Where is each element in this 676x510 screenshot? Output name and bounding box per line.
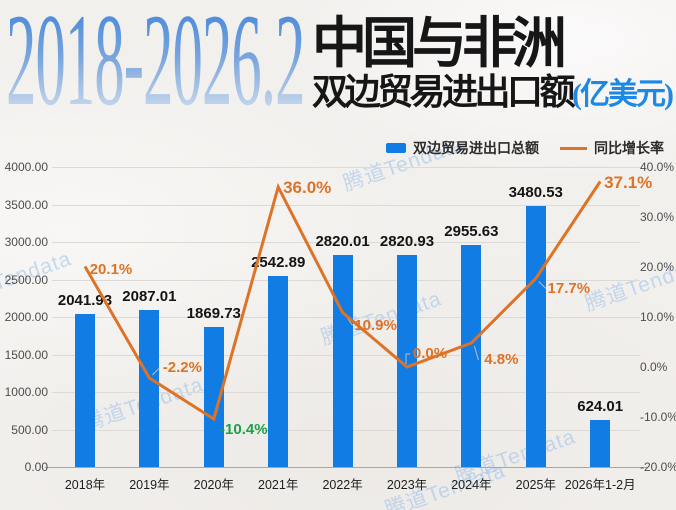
- x-axis-label: 2019年: [129, 478, 170, 492]
- bar-value-label: 2087.01: [122, 288, 177, 306]
- bar-value-label: 2955.63: [444, 223, 499, 241]
- legend-line-label: 同比增长率: [594, 140, 664, 156]
- right-axis-tick: 10.0%: [640, 310, 675, 324]
- growth-label: -2.2%: [162, 359, 202, 376]
- right-axis-tick: 20.0%: [640, 260, 675, 274]
- growth-label: 10.9%: [354, 316, 397, 334]
- growth-label: 0.0%: [412, 345, 448, 362]
- x-axis-label: 2025年: [515, 478, 556, 492]
- bar-value-label: 3480.53: [508, 183, 563, 201]
- right-axis-tick: -10.0%: [640, 410, 676, 424]
- left-axis-tick: 1500.00: [4, 347, 48, 362]
- bar-value-label: 2041.93: [57, 291, 113, 309]
- title-sub: 双边贸易进出口额(亿美元): [312, 72, 674, 113]
- growth-line: [83, 180, 602, 422]
- left-axis-tick: 2000.00: [4, 310, 48, 324]
- x-axis-label: 2024年: [451, 478, 492, 492]
- left-axis-tick: 3000.00: [4, 235, 48, 249]
- left-axis-tick: 500.00: [11, 422, 48, 437]
- legend-bar-swatch: [386, 143, 406, 153]
- x-axis-label: 2026年1-2月: [564, 478, 636, 492]
- bar-value-label: 1869.73: [186, 304, 241, 322]
- bar-value-label: 2820.93: [379, 233, 435, 251]
- bar: [461, 245, 482, 467]
- title-block: 中国与非洲 双边贸易进出口额(亿美元): [312, 13, 674, 113]
- x-axis-label: 2020年: [193, 478, 234, 492]
- bar: [203, 326, 224, 467]
- right-axis-tick: -20.0%: [640, 460, 676, 474]
- legend-bar-label: 双边贸易进出口总额: [413, 140, 539, 156]
- gridline: [52, 242, 640, 243]
- bar-value-label: 2542.89: [251, 254, 306, 272]
- left-axis-tick: 3500.00: [4, 197, 48, 212]
- bar: [139, 310, 160, 467]
- bar: [590, 420, 611, 467]
- right-axis-tick: 0.0%: [640, 360, 668, 374]
- x-axis-label: 2021年: [258, 478, 299, 492]
- title-main: 中国与非洲: [312, 13, 567, 74]
- growth-label: 17.7%: [547, 279, 591, 297]
- left-axis-tick: 2500.00: [4, 272, 48, 287]
- growth-label: 20.1%: [89, 260, 133, 278]
- bar: [332, 255, 353, 467]
- left-axis-tick: 0.00: [24, 460, 48, 474]
- left-axis-tick: 1000.00: [4, 385, 48, 399]
- x-axis-label: 2018年: [64, 478, 106, 492]
- right-axis-tick: 40.0%: [640, 160, 675, 174]
- title-year-range: 2018-2026.2: [6, 0, 305, 126]
- growth-label: 4.8%: [484, 351, 519, 368]
- x-axis-label: 2023年: [386, 478, 428, 492]
- bar: [397, 255, 417, 467]
- bar-value-label: 624.01: [577, 398, 624, 416]
- right-axis-tick: 30.0%: [640, 210, 675, 224]
- gridline: [52, 167, 640, 168]
- gridline: [52, 204, 640, 206]
- title-unit: (亿美元): [572, 78, 674, 112]
- bar-value-label: 2820.01: [315, 233, 370, 251]
- growth-label: -10.4%: [220, 421, 268, 438]
- bar: [75, 313, 95, 467]
- x-axis-label: 2022年: [322, 478, 363, 492]
- legend: 双边贸易进出口总额 同比增长率: [386, 138, 664, 158]
- x-axis-line: [45, 467, 648, 468]
- bar: [268, 276, 289, 467]
- growth-label: 36.0%: [283, 178, 332, 197]
- legend-line-swatch: [560, 146, 587, 150]
- growth-label: 37.1%: [604, 172, 653, 192]
- title-sub-text: 双边贸易进出口额: [312, 72, 576, 113]
- left-axis-tick: 4000.00: [4, 160, 48, 174]
